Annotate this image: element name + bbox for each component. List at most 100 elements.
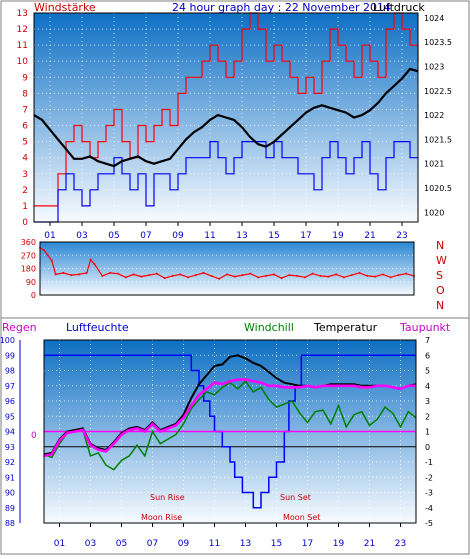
- panel3-left-tick-label: 90: [5, 489, 15, 498]
- panel2-frame: [39, 241, 415, 296]
- panel1-left-tick-label: 6: [22, 122, 28, 132]
- panel3-left-tick-label: 88: [5, 519, 15, 528]
- rain-zero-label: 0: [31, 431, 37, 441]
- panel1-x-tick-label: 13: [236, 231, 247, 241]
- panel1-x-tick-label: 05: [108, 231, 119, 241]
- panel3-x-tick-label: 21: [364, 539, 375, 549]
- series-line-wind-direction: [39, 247, 415, 280]
- panel3-left-tick-label: 92: [5, 458, 15, 467]
- legend-rain: Regen: [2, 321, 37, 334]
- wind-direction-point: [132, 273, 135, 276]
- panel3-x-tick-label: 01: [54, 539, 65, 549]
- wind-direction-point: [249, 272, 252, 275]
- panel1-left-tick-label: 9: [22, 73, 28, 83]
- panel3-x-tick-label: 17: [302, 539, 313, 549]
- panel3-left-tick-label: 98: [5, 367, 15, 376]
- series-line-windchill: [43, 380, 417, 471]
- sun-rise-label: Sun Rise: [150, 493, 185, 502]
- wind-direction-point: [335, 273, 338, 276]
- panel1-x-tick-label: 07: [140, 231, 151, 241]
- wind-direction-point: [218, 277, 221, 280]
- panel1-x-tick-label: 03: [76, 231, 87, 241]
- wind-direction-point: [280, 277, 283, 280]
- panel2-compass-label: N: [436, 299, 444, 312]
- wind-direction-point: [397, 274, 400, 277]
- panel1-x-tick-label: 21: [364, 231, 375, 241]
- wind-direction-point: [124, 276, 127, 279]
- series-line-wind-avg: [34, 141, 418, 223]
- panel1-right-tick-label: 1022: [424, 111, 444, 120]
- panel1-x-tick-label: 11: [204, 231, 215, 241]
- wind-direction-point: [148, 274, 151, 277]
- panel3-right-tick-label: 7: [425, 336, 430, 345]
- legend-humidity: Luftfeuchte: [66, 321, 129, 334]
- panel3-left-tick-label: 99: [5, 351, 15, 360]
- wind-direction-point: [54, 273, 57, 276]
- wind-direction-point: [405, 272, 408, 275]
- panel3-left-tick-label: 91: [5, 473, 15, 482]
- moon-rise-label: Moon Rise: [141, 513, 182, 522]
- panel3-x-tick-label: 15: [271, 539, 282, 549]
- wind-direction-point: [77, 273, 80, 276]
- panel3-x-tick-label: 07: [147, 539, 158, 549]
- series-line-wind-gust: [34, 12, 419, 207]
- panel2-compass-label: N: [436, 239, 444, 252]
- panel2-left-tick-label: 360: [21, 238, 36, 247]
- panel3-right-tick-label: 2: [425, 412, 430, 421]
- panel1-left-tick-label: 3: [22, 170, 28, 180]
- panel2-left-tick-label: 0: [31, 291, 36, 300]
- wind-direction-point: [93, 263, 96, 266]
- panel1-left-tick-label: 11: [17, 41, 28, 51]
- panel3-right-tick-label: 3: [425, 397, 430, 406]
- panel3-left-tick-label: 89: [5, 504, 15, 513]
- series-layer: [33, 12, 419, 509]
- panel3-right-tick-label: 6: [425, 351, 430, 360]
- panel1-left-tick-label: 13: [17, 9, 28, 19]
- panel3-frame: [43, 339, 417, 524]
- panel3-left-tick-label: 95: [5, 412, 15, 421]
- panel2-compass-label: W: [436, 254, 447, 267]
- panel3-x-tick-label: 13: [240, 539, 251, 549]
- wind-direction-point: [179, 273, 182, 276]
- panel3-right-tick-label: 5: [425, 367, 430, 376]
- wind-direction-point: [288, 274, 291, 277]
- wind-direction-point: [202, 271, 205, 274]
- series-line-dewpoint: [43, 378, 416, 458]
- panel3-right-tick-label: -4: [425, 504, 433, 513]
- panel3-left-tick-label: 96: [5, 397, 15, 406]
- panel1-x-tick-label: 17: [300, 231, 311, 241]
- wind-direction-point: [116, 272, 119, 275]
- legend-dewpoint: Taupunkt: [399, 321, 451, 334]
- wind-direction-point: [109, 271, 112, 274]
- panel3-x-tick-label: 05: [116, 539, 127, 549]
- wind-direction-point: [194, 274, 197, 277]
- panel1-left-tick-label: 10: [17, 57, 29, 67]
- panel3-right-tick-label: 0: [425, 443, 430, 452]
- axes-layer: 01234567891011121310201020.510211021.510…: [0, 9, 452, 549]
- wind-direction-point: [319, 274, 322, 277]
- wind-direction-point: [264, 274, 267, 277]
- panel1-x-tick-label: 15: [268, 231, 279, 241]
- legend-temperature: Temperatur: [313, 321, 378, 334]
- panel1-left-tick-label: 7: [22, 105, 28, 115]
- wind-direction-point: [70, 274, 73, 277]
- panel1-right-tick-label: 1020: [424, 208, 444, 217]
- panel3-right-tick-label: -2: [425, 473, 433, 482]
- panel1-x-tick-label: 09: [172, 231, 184, 241]
- panel3-x-tick-label: 19: [333, 539, 345, 549]
- left-axis-title: Windstärke: [34, 1, 96, 14]
- panel3-left-tick-label: 100: [0, 336, 15, 345]
- panel1-left-tick-label: 12: [17, 25, 28, 35]
- panel1-left-tick-label: 5: [22, 138, 28, 148]
- panel3-right-tick-label: 1: [425, 428, 430, 437]
- wind-direction-point: [42, 249, 45, 252]
- panel1-right-tick-label: 1022.5: [424, 87, 452, 96]
- right-axis-title: Luftdruck: [373, 1, 425, 14]
- wind-direction-point: [342, 276, 345, 279]
- panel1-right-tick-label: 1021.5: [424, 135, 452, 144]
- panel3-right-tick-label: -1: [425, 458, 433, 467]
- wind-direction-point: [163, 277, 166, 280]
